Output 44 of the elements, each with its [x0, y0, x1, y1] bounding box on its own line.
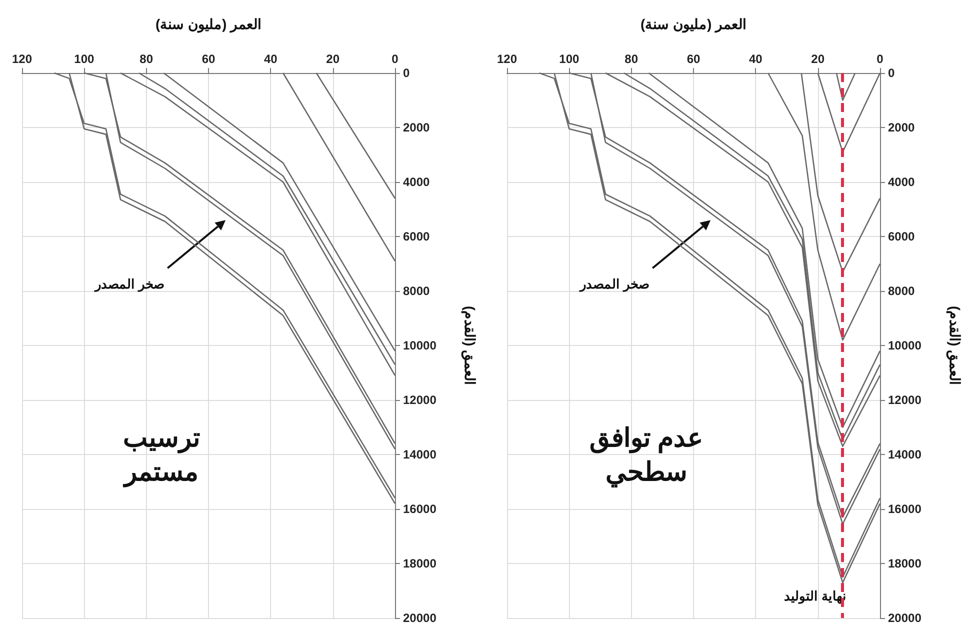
- x-tick-label: 100: [74, 52, 94, 66]
- y-axis-title: العمق (القدم): [461, 306, 478, 386]
- x-tick-label: 60: [686, 52, 700, 66]
- annotation: صخر المصدر: [578, 276, 650, 293]
- y-tick-label: 6000: [403, 230, 430, 244]
- annotation: صخر المصدر: [94, 276, 164, 293]
- annotation: ترسيب مستمر: [122, 422, 200, 488]
- y-tick-label: 8000: [403, 284, 430, 298]
- x-tick-label: 40: [264, 52, 278, 66]
- x-tick-label: 120: [12, 52, 32, 66]
- y-tick-label: 10000: [888, 338, 922, 352]
- x-tick-label: 100: [559, 52, 580, 66]
- y-tick-label: 14000: [403, 448, 437, 462]
- y-tick-label: 0: [888, 66, 895, 80]
- y-tick-label: 20000: [403, 611, 437, 625]
- y-tick-label: 0: [403, 66, 410, 80]
- x-tick-label: 20: [811, 52, 825, 66]
- x-tick-label: 40: [748, 52, 763, 66]
- y-tick-label: 12000: [403, 393, 437, 407]
- x-tick-label: 0: [876, 52, 884, 66]
- y-tick-label: 4000: [403, 175, 430, 189]
- y-tick-label: 12000: [888, 393, 922, 407]
- y-tick-label: 2000: [888, 120, 916, 134]
- x-tick-label: 80: [624, 52, 638, 66]
- y-tick-label: 6000: [888, 230, 916, 244]
- x-tick-label: 60: [202, 52, 216, 66]
- y-tick-label: 16000: [888, 502, 922, 516]
- y-tick-label: 20000: [888, 611, 922, 625]
- y-tick-label: 2000: [403, 120, 430, 134]
- x-tick-label: 80: [140, 52, 154, 66]
- y-tick-label: 18000: [403, 556, 437, 570]
- y-tick-label: 16000: [403, 502, 437, 516]
- y-tick-label: 14000: [888, 448, 922, 462]
- y-tick-label: 8000: [888, 284, 916, 298]
- x-tick-label: 20: [326, 52, 340, 66]
- y-tick-label: 4000: [888, 175, 916, 189]
- y-tick-label: 18000: [888, 556, 922, 570]
- x-tick-label: 0: [392, 52, 399, 66]
- y-axis-title: العمق (القدم): [946, 306, 963, 386]
- x-axis-title: العمر (مليون سنة): [640, 16, 747, 33]
- x-tick-label: 120: [496, 52, 518, 66]
- x-axis-title: العمر (مليون سنة): [155, 16, 262, 33]
- y-tick-label: 10000: [403, 338, 437, 352]
- annotation: عدم توافق سطحي: [589, 422, 704, 488]
